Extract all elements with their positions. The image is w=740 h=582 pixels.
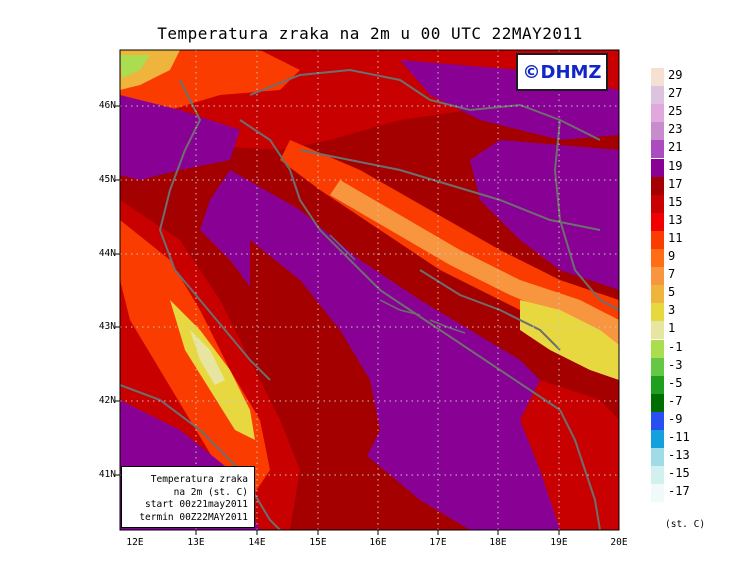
colorbar-label: -5 (668, 375, 683, 390)
lat-label-44: 44N (98, 248, 116, 259)
border-bosnia-south (419, 269, 561, 351)
coastline-croatia (239, 119, 561, 411)
map-frame (119, 49, 620, 531)
colorbar-swatch (651, 267, 664, 286)
colorbar-label: 13 (668, 212, 683, 227)
border-north (249, 68, 601, 141)
colorbar-swatch (651, 393, 664, 412)
lat-label-46: 46N (98, 100, 116, 111)
field-adriatic-purple (200, 170, 619, 530)
colorbar-swatch (651, 140, 664, 159)
lon-label-16: 16E (369, 537, 387, 548)
lon-label-20: 20E (610, 537, 628, 548)
colorbar-swatch (651, 68, 664, 86)
lon-label-17: 17E (429, 537, 447, 548)
field-south-red (290, 470, 460, 530)
colorbar-label: -15 (668, 466, 690, 481)
coastline-italy (120, 384, 281, 530)
lat-label-42: 42N (98, 395, 116, 406)
field-nw-alps-green (120, 55, 150, 78)
colorbar-swatch (651, 484, 664, 503)
colorbar-label: 27 (668, 86, 683, 101)
field-se-red (520, 380, 619, 530)
colorbar-label: -11 (668, 430, 690, 444)
lon-label-15: 15E (309, 537, 327, 548)
lon-label-14: 14E (248, 537, 266, 548)
border-east (553, 119, 619, 311)
colorbar-swatch (651, 466, 664, 485)
colorbar-swatch (651, 411, 664, 430)
axis-ticks (115, 105, 560, 535)
field-east-purple (470, 140, 619, 290)
colorbar-swatch (651, 194, 664, 213)
colorbar-unit: (st. C) (665, 519, 706, 530)
colorbar-label: 21 (668, 140, 683, 155)
colorbar-swatch (651, 86, 664, 105)
lon-label-19: 19E (550, 537, 568, 548)
temperature-field (120, 50, 619, 530)
colorbar-swatch (651, 230, 664, 249)
lon-label-18: 18E (489, 537, 507, 548)
colorbar-label: 15 (668, 194, 683, 209)
colorbar-label: -9 (668, 411, 683, 426)
coastline-balkans-south (559, 409, 601, 530)
lat-label-41: 41N (98, 469, 116, 480)
colorbar-swatch (651, 375, 664, 394)
info-line-2: na 2m (st. C) (173, 486, 248, 498)
colorbar-swatch (651, 212, 664, 231)
colorbar-swatch (651, 104, 664, 123)
colorbar-swatch (651, 285, 664, 304)
info-line-1: Temperatura zraka (150, 474, 248, 485)
lat-label-45: 45N (98, 174, 116, 185)
colorbar-label: 1 (668, 321, 676, 336)
field-dinaric-lightorange (330, 180, 619, 345)
lon-label-13: 13E (187, 537, 205, 548)
lon-label-12: 12E (126, 537, 144, 548)
coastline-italy-east (158, 79, 271, 381)
colorbar-swatch (651, 249, 664, 267)
colorbar-label: -7 (668, 393, 683, 408)
colorbar-label: 5 (668, 285, 676, 300)
field-adriatic-red (250, 240, 380, 470)
island-1 (329, 234, 356, 261)
field-dinaric-yellow (520, 300, 619, 380)
colorbar-label: -13 (668, 448, 690, 463)
colorbar-label: 19 (668, 158, 683, 173)
colorbar-swatch (651, 448, 664, 467)
colorbar-label: -3 (668, 357, 683, 372)
colorbar-label: 7 (668, 267, 676, 282)
island-3 (429, 319, 466, 334)
colorbar-label: 29 (668, 68, 683, 82)
info-line-4: termin 00Z22MAY2011 (139, 511, 248, 523)
colorbar-swatch (651, 303, 664, 322)
colorbar-label: 25 (668, 104, 683, 119)
colorbar-label: -1 (668, 339, 683, 354)
colorbar-label: 11 (668, 230, 683, 245)
info-box: Temperatura zraka na 2m (st. C) start 00… (121, 466, 255, 528)
colorbar-label: 17 (668, 176, 683, 191)
map-title: Temperatura zraka na 2m u 00 UTC 22MAY20… (157, 24, 583, 43)
island-2 (379, 299, 421, 316)
colorbar-swatch (651, 321, 664, 340)
colorbar-label: 9 (668, 249, 676, 263)
colorbar-swatch (651, 176, 664, 195)
colorbar-swatch (651, 357, 664, 376)
colorbar-swatch (651, 339, 664, 358)
colorbar-swatch (651, 158, 664, 177)
colorbar-swatch (651, 122, 664, 141)
dhmz-logo: ©DHMZ (516, 53, 608, 91)
colorbar-label: 3 (668, 303, 676, 318)
colorbar-label: -17 (668, 484, 690, 499)
border-bosnia (299, 149, 601, 231)
colorbar-label: 23 (668, 122, 683, 137)
lat-label-43: 43N (98, 321, 116, 332)
info-line-3: start 00z21may2011 (145, 499, 248, 510)
field-nw-purple (120, 95, 240, 180)
field-apennine-lightyellow (190, 330, 225, 385)
colorbar-swatch (651, 430, 664, 448)
